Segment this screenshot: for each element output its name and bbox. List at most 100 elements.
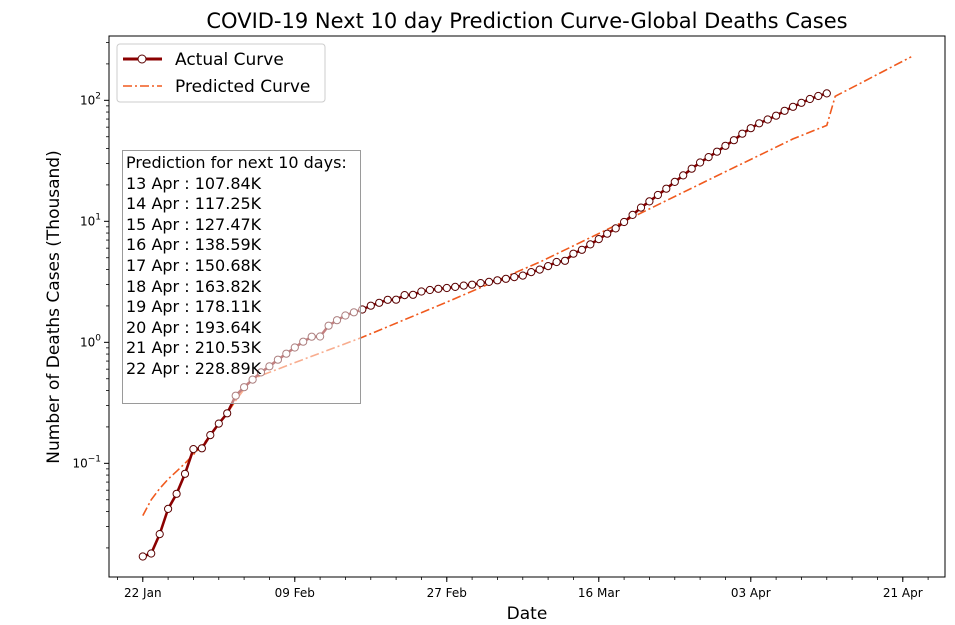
actual-curve-point bbox=[375, 298, 384, 307]
actual-curve-point bbox=[729, 136, 739, 145]
actual-curve-point bbox=[484, 277, 494, 286]
prediction-line: 17 Apr : 150.68K bbox=[126, 255, 262, 275]
x-tick-label: 27 Feb bbox=[427, 586, 467, 600]
y-axis-ticks: 10−1 100 101 102 bbox=[72, 42, 109, 549]
x-tick-label: 22 Jan bbox=[124, 586, 162, 600]
actual-curve-point bbox=[417, 287, 426, 296]
actual-curve-point bbox=[603, 229, 612, 238]
actual-curve-point bbox=[636, 203, 646, 212]
y-tick-label: 100 bbox=[80, 333, 101, 349]
actual-curve-point bbox=[366, 301, 375, 310]
series-layer bbox=[138, 56, 912, 561]
actual-curve-point bbox=[611, 224, 620, 233]
prediction-line: 15 Apr : 127.47K bbox=[126, 214, 262, 234]
actual-curve-point bbox=[662, 184, 671, 193]
legend-actual-label: Actual Curve bbox=[175, 50, 284, 70]
actual-curve-point bbox=[704, 153, 713, 162]
actual-curve-point bbox=[822, 89, 831, 98]
actual-curve-point bbox=[712, 147, 722, 156]
actual-curve-point bbox=[425, 285, 434, 295]
actual-curve-point bbox=[155, 530, 164, 539]
actual-curve-point bbox=[408, 290, 418, 299]
actual-curve-point bbox=[383, 295, 392, 304]
actual-curve-point bbox=[527, 268, 536, 277]
actual-curve-point bbox=[679, 171, 688, 180]
actual-curve-point bbox=[805, 94, 815, 104]
actual-curve-point bbox=[594, 235, 603, 244]
prediction-line: 14 Apr : 117.25K bbox=[126, 194, 262, 214]
actual-curve-point bbox=[518, 271, 527, 280]
actual-curve-point bbox=[214, 419, 223, 428]
legend-actual-marker bbox=[137, 54, 147, 64]
x-axis-label: Date bbox=[507, 604, 548, 624]
y-axis-label: Number of Deaths Cases (Thousand) bbox=[44, 150, 64, 463]
actual-curve-point bbox=[544, 262, 553, 271]
actual-curve-point bbox=[653, 190, 663, 200]
legend-predicted-label: Predicted Curve bbox=[175, 77, 310, 97]
actual-curve-point bbox=[569, 249, 578, 258]
actual-curve-point bbox=[788, 102, 798, 111]
prediction-line: 19 Apr : 178.11K bbox=[126, 297, 262, 317]
x-axis-ticks: 22 Jan 09 Feb 27 Feb 16 Mar 03 Apr 21 Apr bbox=[117, 577, 929, 600]
x-tick-label: 03 Apr bbox=[731, 586, 771, 600]
actual-curve-point bbox=[814, 91, 823, 101]
actual-curve-point bbox=[392, 295, 401, 304]
plot-frame bbox=[108, 35, 946, 578]
x-tick-label: 09 Feb bbox=[275, 586, 315, 600]
actual-curve-point bbox=[468, 280, 477, 289]
actual-curve-point bbox=[147, 549, 156, 558]
actual-curve-point bbox=[197, 444, 206, 453]
actual-curve-point bbox=[442, 283, 451, 293]
actual-curve-point bbox=[797, 98, 806, 107]
actual-curve-point bbox=[586, 240, 595, 249]
predicted-curve-line bbox=[142, 56, 912, 516]
actual-curve-point bbox=[476, 279, 485, 288]
prediction-line: 13 Apr : 107.84K bbox=[126, 173, 262, 193]
prediction-line: 20 Apr : 193.64K bbox=[126, 317, 262, 337]
x-tick-label: 21 Apr bbox=[883, 586, 923, 600]
prediction-info-box: Prediction for next 10 days: 13 Apr : 10… bbox=[122, 150, 361, 404]
actual-curve-point bbox=[400, 291, 409, 300]
actual-curve-point bbox=[510, 273, 519, 282]
actual-curve-point bbox=[721, 141, 730, 150]
x-tick-label: 16 Mar bbox=[578, 586, 620, 600]
prediction-line: 21 Apr : 210.53K bbox=[126, 338, 262, 358]
actual-curve-point bbox=[687, 164, 696, 173]
actual-curve-point bbox=[206, 431, 215, 440]
actual-curve-point bbox=[180, 469, 190, 478]
actual-curve-point bbox=[755, 119, 764, 128]
y-tick-label: 10−1 bbox=[72, 454, 101, 470]
actual-curve-point bbox=[501, 274, 510, 283]
actual-curve-point bbox=[645, 197, 654, 206]
actual-curve-point bbox=[772, 111, 781, 120]
actual-curve-point bbox=[552, 257, 561, 267]
actual-curve-point bbox=[696, 158, 705, 167]
y-tick-label: 101 bbox=[80, 212, 101, 228]
actual-curve-point bbox=[780, 106, 789, 115]
prediction-line: 22 Apr : 228.89K bbox=[126, 358, 262, 378]
actual-curve-point bbox=[434, 284, 443, 293]
chart-title: COVID-19 Next 10 day Prediction Curve-Gl… bbox=[206, 9, 847, 33]
prediction-heading: Prediction for next 10 days: bbox=[126, 153, 347, 172]
actual-curve-point bbox=[451, 282, 460, 291]
actual-curve-point bbox=[670, 177, 679, 186]
actual-curve-point bbox=[535, 265, 544, 274]
actual-curve-point bbox=[628, 210, 637, 219]
actual-curve-point bbox=[577, 245, 587, 254]
y-tick-label: 102 bbox=[80, 91, 101, 107]
legend-frame bbox=[116, 43, 326, 103]
actual-curve-point bbox=[189, 445, 198, 454]
actual-curve-point bbox=[763, 115, 772, 124]
actual-curve-point bbox=[138, 552, 147, 561]
legend: Actual Curve Predicted Curve bbox=[116, 43, 326, 103]
prediction-line: 16 Apr : 138.59K bbox=[126, 235, 262, 255]
actual-curve-point bbox=[620, 217, 629, 227]
actual-curve-point bbox=[738, 129, 747, 138]
actual-curve-point bbox=[459, 281, 468, 290]
actual-curve-point bbox=[560, 256, 570, 265]
actual-curve-point bbox=[223, 409, 232, 418]
actual-curve-point bbox=[493, 276, 502, 285]
prediction-line: 18 Apr : 163.82K bbox=[126, 276, 262, 296]
actual-curve-point bbox=[164, 504, 173, 513]
